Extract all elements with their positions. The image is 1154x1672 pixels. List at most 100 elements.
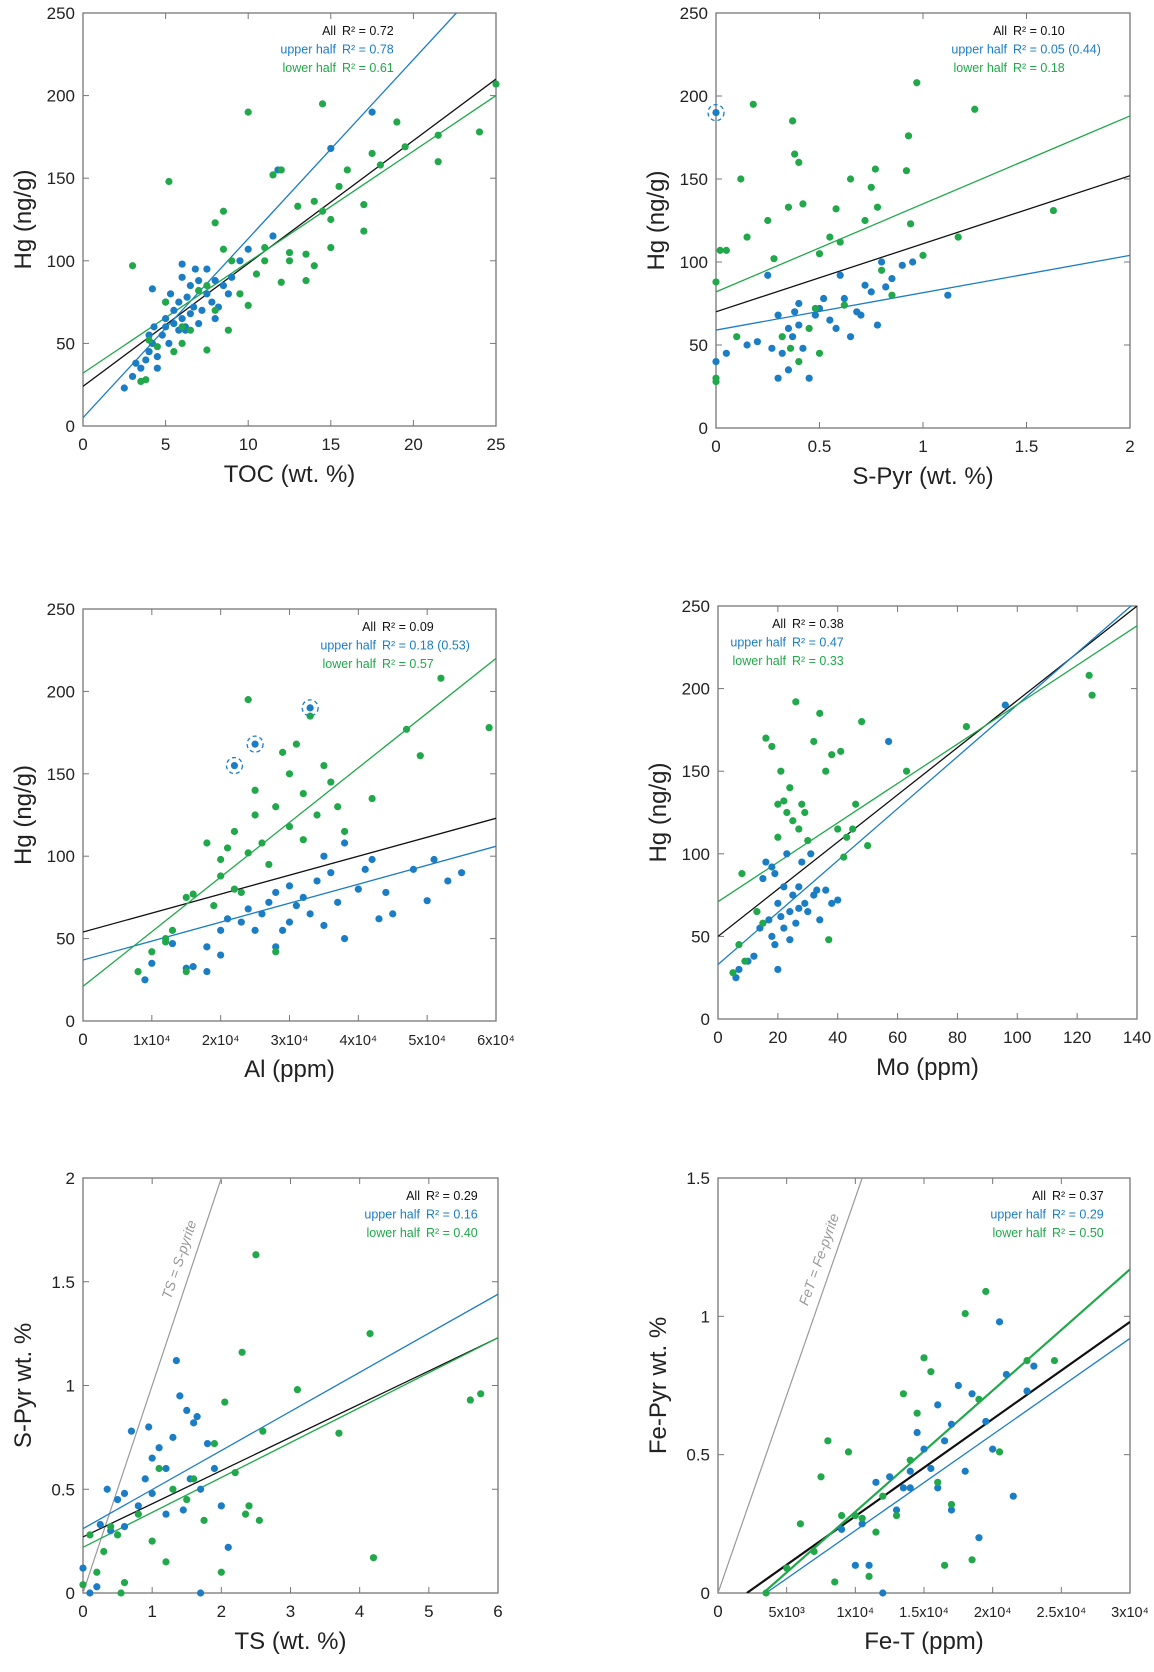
upper-half-point <box>320 921 328 930</box>
y-tick-label: 200 <box>680 87 708 106</box>
upper-half-point <box>906 1484 914 1492</box>
x-tick-label: 0 <box>78 435 87 454</box>
upper-half-point <box>879 1589 887 1597</box>
x-tick-label: 20 <box>404 435 423 454</box>
lower-half-point <box>231 1469 239 1477</box>
legend-entry-lower: lower half R² = 0.18 <box>954 61 1065 75</box>
lower-half-point <box>244 301 252 310</box>
upper-half-point <box>175 298 183 306</box>
lower-half-point <box>899 1390 908 1398</box>
legend-label: upper half <box>951 43 1007 57</box>
upper-half-point <box>178 315 186 323</box>
legend-r2: R² = 0.05 (0.44) <box>1013 43 1101 57</box>
y-tick-label: 0 <box>701 1010 710 1029</box>
lower-half-point <box>796 1520 805 1528</box>
y-tick-label: 2 <box>66 1169 75 1188</box>
lower-half-point <box>310 197 318 205</box>
lower-half-point <box>183 1496 191 1504</box>
lower-half-point <box>285 770 294 778</box>
upper-half-point <box>886 1473 894 1481</box>
upper-half-point <box>826 316 834 324</box>
upper-half-point <box>375 915 383 923</box>
upper-half-point <box>861 281 869 289</box>
lower-half-point <box>788 117 797 125</box>
lower-half-point <box>805 324 813 332</box>
x-axis-title: Mo (ppm) <box>876 1054 979 1081</box>
upper-half-point <box>1023 1387 1031 1395</box>
upper-half-point <box>272 943 280 951</box>
upper-half-point <box>155 1444 163 1452</box>
upper-half-point <box>762 858 770 866</box>
lower-half-point <box>799 200 807 208</box>
lower-half-point <box>416 752 424 760</box>
upper-half-point <box>975 1534 983 1542</box>
lower-half-point <box>815 250 824 258</box>
x-tick-label: 5x10⁴ <box>408 1033 446 1049</box>
lower-half-point <box>786 344 795 352</box>
x-tick-label: 10 <box>239 435 258 454</box>
upper-half-point <box>354 885 362 893</box>
lower-half-point <box>791 150 799 158</box>
x-tick-label: 0 <box>78 1030 87 1049</box>
upper-half-point <box>899 1484 908 1492</box>
upper-half-point <box>791 308 799 316</box>
upper-half-point <box>145 348 153 356</box>
x-tick-label: 80 <box>948 1028 967 1047</box>
lower-half-point <box>1050 1357 1059 1365</box>
legend-label: lower half <box>733 654 787 668</box>
upper-half-point <box>320 852 328 860</box>
upper-half-point <box>768 932 776 941</box>
lower-half-point <box>302 250 310 258</box>
legend-entry-upper: upper half R² = 0.16 <box>364 1208 477 1222</box>
upper-half-point <box>798 858 806 866</box>
y-tick-label: 150 <box>47 765 75 784</box>
panel-6: 0 5x10³ 1x10⁴ 1.5x10⁴ 2x10⁴ 2.5x10⁴ 3x10⁴ 0 0.5 1… <box>645 1169 1149 1655</box>
upper-half-point <box>989 1445 997 1453</box>
lower-half-point <box>237 888 245 897</box>
upper-half-point <box>857 311 865 319</box>
outlier-marker <box>246 735 264 753</box>
upper-half-point <box>838 1525 846 1533</box>
legend-r2: R² = 0.78 <box>342 43 394 57</box>
all-regression-line <box>83 78 496 387</box>
lower-half-point <box>762 1589 770 1597</box>
upper-half-point <box>934 1401 942 1409</box>
lower-half-point <box>867 183 875 191</box>
upper-half-point <box>913 1428 921 1437</box>
lower-half-point <box>182 967 190 976</box>
upper-half-point <box>898 261 906 269</box>
upper-half-point <box>210 1464 219 1473</box>
x-tick-label: 1 <box>147 1602 156 1621</box>
upper-half-point <box>368 855 376 864</box>
y-tick-label: 1 <box>66 1377 75 1396</box>
upper-half-point <box>217 926 225 934</box>
upper-half-point <box>811 311 819 319</box>
upper-half-point <box>764 271 772 279</box>
legend-r2: R² = 0.47 <box>792 636 844 650</box>
lower-half-point <box>86 1531 94 1539</box>
lower-half-point <box>475 128 484 136</box>
lower-half-point <box>306 712 314 720</box>
x-tick-label: 2x10⁴ <box>202 1033 240 1049</box>
upper-half-point <box>224 290 232 298</box>
plot-frame <box>717 605 1138 1020</box>
lower-half-point <box>203 281 211 290</box>
lower-half-point <box>285 822 294 831</box>
lower-half-point <box>165 177 173 186</box>
upper-half-point <box>168 939 177 948</box>
lower-half-point <box>401 143 409 151</box>
upper-half-point <box>878 258 886 266</box>
lower-half-point <box>1049 206 1058 215</box>
lower-half-point <box>759 919 767 927</box>
upper-half-point <box>189 963 197 971</box>
x-tick-label: 0.5 <box>808 437 832 456</box>
lower-half-point <box>825 936 833 944</box>
lower-half-point <box>189 890 197 898</box>
lower-half-point <box>810 737 818 746</box>
upper-half-point <box>1009 1492 1017 1500</box>
upper-half-point <box>306 704 314 712</box>
lower-half-point <box>844 1448 853 1456</box>
upper-half-point <box>162 1464 170 1473</box>
lower-half-point <box>961 1309 969 1318</box>
legend-entry-all: All R² = 0.72 <box>322 24 394 38</box>
